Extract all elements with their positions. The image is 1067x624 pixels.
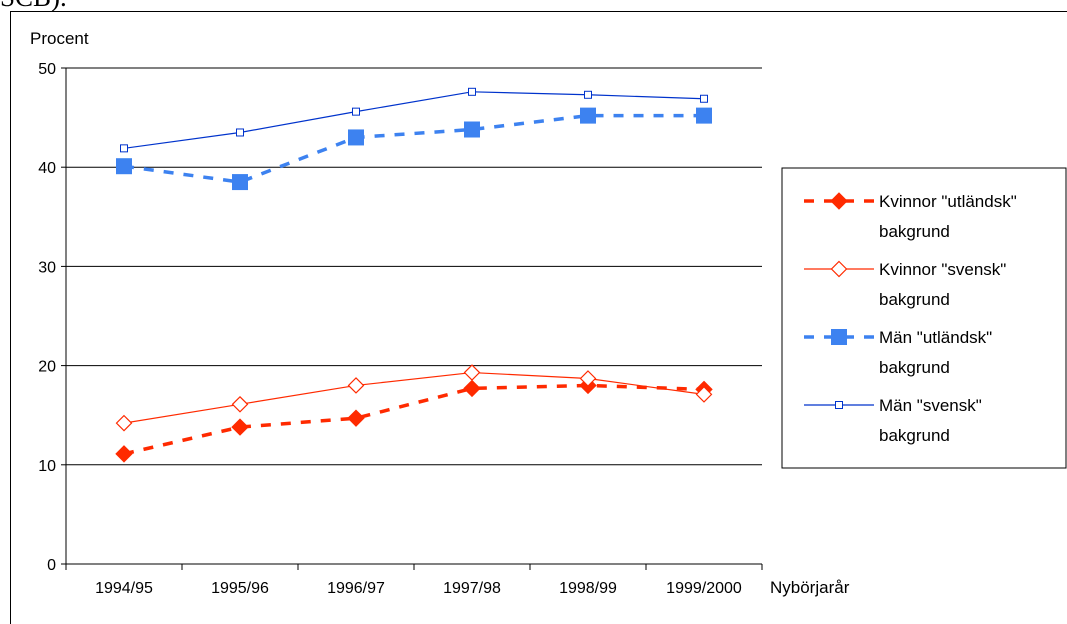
- legend-label: Män "utländsk": [879, 328, 992, 347]
- series-group: [115, 87, 713, 463]
- series-1: [115, 364, 713, 432]
- data-point-marker: [830, 192, 848, 210]
- data-point-marker: [352, 107, 360, 116]
- y-tick-label: 0: [47, 557, 56, 574]
- y-axis-label: Procent: [30, 29, 89, 48]
- data-point-marker: [231, 418, 249, 436]
- data-point-marker: [464, 121, 480, 138]
- data-point-marker: [347, 409, 365, 427]
- chart-frame: [10, 11, 1067, 624]
- data-point-marker: [463, 379, 481, 398]
- axes: 0 10 20 30 40 50 1994/95 1995/96 1996/97 1997/98 1…: [38, 61, 763, 597]
- x-axis-label: Nybörjarår: [770, 578, 850, 597]
- legend-label: bakgrund: [879, 358, 950, 377]
- data-point-marker: [835, 401, 843, 409]
- data-point-marker: [579, 370, 597, 387]
- data-point-marker: [116, 158, 132, 175]
- data-point-marker: [696, 107, 712, 124]
- legend-item: Män "utländsk" bakgrund: [804, 328, 992, 377]
- x-tick-label: 1998/99: [559, 580, 617, 597]
- data-point-marker: [463, 364, 481, 381]
- legend-item: Kvinnor "utländsk" bakgrund: [804, 192, 1017, 241]
- data-point-marker: [584, 90, 592, 99]
- data-point-marker: [236, 128, 244, 137]
- y-tick-label: 30: [38, 259, 56, 276]
- series-0: [115, 376, 713, 463]
- legend-item: Kvinnor "svensk" bakgrund: [804, 260, 1006, 309]
- legend-label: bakgrund: [879, 290, 950, 309]
- y-tick-label: 50: [38, 61, 56, 78]
- data-point-marker: [695, 386, 713, 403]
- data-point-marker: [468, 87, 476, 96]
- data-point-marker: [348, 129, 364, 146]
- series-2: [116, 107, 712, 191]
- legend-label: Män "svensk": [879, 396, 982, 415]
- y-tick-label: 20: [38, 359, 56, 376]
- data-point-marker: [120, 144, 128, 153]
- series-line: [123, 383, 705, 456]
- series-3: [120, 87, 708, 153]
- legend-label: bakgrund: [879, 426, 950, 445]
- x-tick-label: 1995/96: [211, 580, 269, 597]
- series-line: [123, 113, 704, 184]
- x-tick-label: 1999/2000: [666, 580, 742, 597]
- x-tick-label: 1997/98: [443, 580, 501, 597]
- x-tick-label: 1994/95: [95, 580, 153, 597]
- legend-label: Kvinnor "svensk": [879, 260, 1006, 279]
- data-point-marker: [231, 395, 249, 413]
- y-tick-label: 10: [38, 458, 56, 475]
- series-line: [123, 371, 705, 424]
- data-point-marker: [115, 445, 133, 463]
- data-point-marker: [115, 414, 133, 432]
- data-point-marker: [700, 94, 708, 103]
- legend-label: bakgrund: [879, 222, 950, 241]
- data-point-marker: [580, 107, 596, 124]
- data-point-marker: [831, 329, 847, 345]
- y-tick-label: 40: [38, 160, 56, 177]
- gridlines: [66, 67, 762, 466]
- data-point-marker: [830, 260, 848, 278]
- data-point-marker: [232, 174, 248, 191]
- legend-box: [781, 167, 1067, 469]
- x-tick-label: 1996/97: [327, 580, 385, 597]
- legend-item: Män "svensk" bakgrund: [804, 396, 982, 445]
- caption-fragment: SCB).: [0, 0, 67, 12]
- data-point-marker: [347, 377, 365, 394]
- series-line: [123, 91, 705, 149]
- legend-label: Kvinnor "utländsk": [879, 192, 1017, 211]
